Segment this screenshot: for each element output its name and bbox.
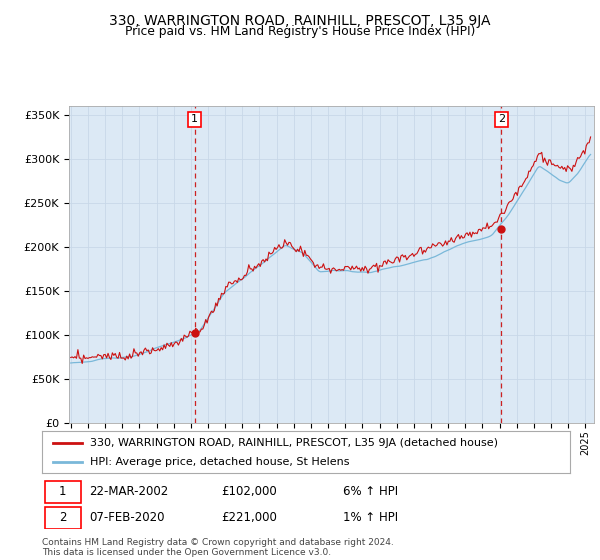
Text: £102,000: £102,000 [221, 485, 277, 498]
Text: Contains HM Land Registry data © Crown copyright and database right 2024.
This d: Contains HM Land Registry data © Crown c… [42, 538, 394, 557]
Text: 22-MAR-2002: 22-MAR-2002 [89, 485, 169, 498]
Text: £221,000: £221,000 [221, 511, 277, 524]
Text: 330, WARRINGTON ROAD, RAINHILL, PRESCOT, L35 9JA (detached house): 330, WARRINGTON ROAD, RAINHILL, PRESCOT,… [89, 437, 497, 447]
Text: 6% ↑ HPI: 6% ↑ HPI [343, 485, 398, 498]
Text: 1: 1 [191, 114, 198, 124]
Text: 2: 2 [59, 511, 67, 524]
Text: 2: 2 [498, 114, 505, 124]
FancyBboxPatch shape [44, 507, 80, 529]
Text: 07-FEB-2020: 07-FEB-2020 [89, 511, 165, 524]
Text: HPI: Average price, detached house, St Helens: HPI: Average price, detached house, St H… [89, 457, 349, 467]
FancyBboxPatch shape [44, 481, 80, 503]
Text: 1: 1 [59, 485, 67, 498]
Text: 1% ↑ HPI: 1% ↑ HPI [343, 511, 398, 524]
Text: Price paid vs. HM Land Registry's House Price Index (HPI): Price paid vs. HM Land Registry's House … [125, 25, 475, 38]
Text: 330, WARRINGTON ROAD, RAINHILL, PRESCOT, L35 9JA: 330, WARRINGTON ROAD, RAINHILL, PRESCOT,… [109, 14, 491, 28]
